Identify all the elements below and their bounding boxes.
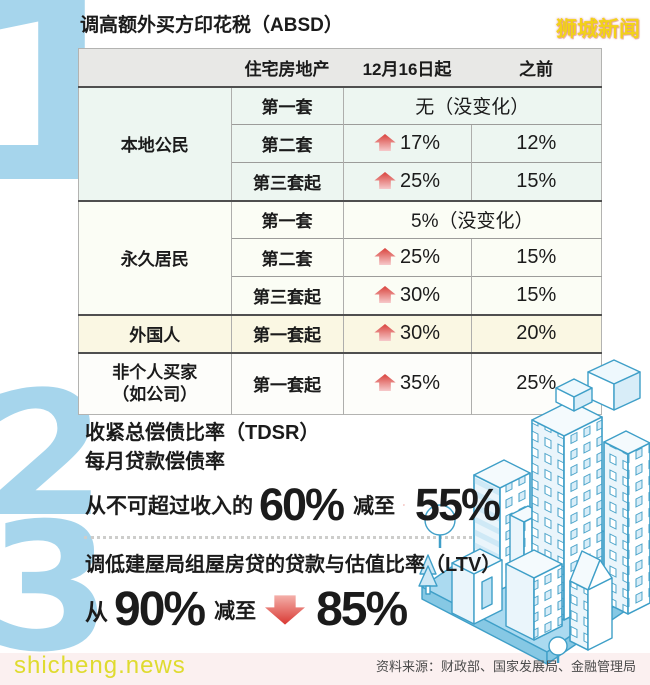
section1-title: 调高额外买方印花税（ABSD） xyxy=(80,15,343,36)
absd-rate-table: 住宅房地产 12月16日起 之前 本地公民 第一套 无（没变化） 第二套 17%… xyxy=(78,48,602,415)
new-rate-value: 25% xyxy=(399,169,441,192)
table-row: 外国人 第一套起 30% 20% xyxy=(78,313,602,353)
dotted-divider xyxy=(84,536,581,539)
section2-prefix: 从不可超过收入的 xyxy=(85,495,253,518)
new-rate-cell: 17% xyxy=(342,124,471,163)
new-rate-value: 17% xyxy=(399,132,441,154)
section2-change-line: 从不可超过收入的 60% 减至 55% xyxy=(85,479,505,531)
unit-cell: 第一套 xyxy=(230,86,343,125)
table-row: 第三套起 30% 15% xyxy=(79,276,602,315)
old-rate-cell: 12% xyxy=(470,124,602,163)
old-rate-cell: 20% xyxy=(470,313,602,353)
col-header-from-dec16: 12月16日起 xyxy=(343,48,471,88)
city-illustration xyxy=(418,359,650,665)
new-rate-value: 25% xyxy=(399,246,441,268)
section2-line1: 收紧总偿债比率（TDSR） xyxy=(85,422,320,444)
section2-line2: 每月贷款偿债率 xyxy=(85,451,225,473)
section3-ltv: 调低建屋局组屋房贷的贷款与估值比率（LTV） 从 90% 减至 85% xyxy=(85,551,555,637)
section2-tdsr: 收紧总偿债比率（TDSR） 每月贷款偿债率 从不可超过收入的 60% 减至 55… xyxy=(85,419,505,531)
new-rate-value: 30% xyxy=(399,283,441,306)
new-rate-value: 30% xyxy=(399,322,441,344)
table-row: 本地公民 第一套 无（没变化） xyxy=(78,86,602,201)
unit-cell: 第二套 xyxy=(230,124,343,163)
old-rate-cell: 15% xyxy=(470,162,602,201)
merged-rate-cell: 无（没变化） xyxy=(342,86,602,125)
table-row: 第二套 25% 15% xyxy=(79,238,602,277)
buyer-foreigner: 外国人 xyxy=(78,313,231,353)
col-header-before: 之前 xyxy=(471,48,602,88)
reduce-label: 减至 xyxy=(353,495,396,518)
up-arrow-icon xyxy=(374,285,396,303)
table-row: 第二套 17% 12% xyxy=(79,124,602,163)
new-rate-cell: 25% xyxy=(342,162,471,201)
old-rate-cell: 15% xyxy=(470,276,602,315)
tdsr-old-value: 60% xyxy=(259,479,345,530)
merged-rate-cell: 5%（没变化） xyxy=(342,199,602,239)
new-rate-cell: 30% xyxy=(342,313,471,353)
up-arrow-icon xyxy=(374,171,396,189)
up-arrow-icon xyxy=(374,374,396,392)
buyer-local-citizen: 本地公民 xyxy=(78,86,231,201)
table-header-row: 住宅房地产 12月16日起 之前 xyxy=(78,48,602,88)
watermark: shicheng.news xyxy=(14,652,186,679)
table-corner-cell xyxy=(78,48,231,88)
table-row: 非个人买家 （如公司） 第一套起 35% 25% xyxy=(78,351,602,415)
section3-line1: 调低建屋局组屋房贷的贷款与估值比率（LTV） xyxy=(85,554,502,576)
unit-cell: 第二套 xyxy=(230,238,343,277)
up-arrow-icon xyxy=(374,134,396,151)
table-row: 永久居民 第一套 5%（没变化） xyxy=(78,199,602,315)
ltv-new-value: 85% xyxy=(316,583,408,636)
up-arrow-icon xyxy=(374,324,396,341)
up-arrow-icon xyxy=(374,248,396,265)
old-rate-cell: 15% xyxy=(470,238,602,277)
reduce-label: 减至 xyxy=(214,599,257,623)
buyer-non-individual: 非个人买家 （如公司） xyxy=(78,351,231,415)
source-text: 资料来源：财政部、国家发展局、金融管理局 xyxy=(375,659,636,674)
unit-cell: 第一套 xyxy=(230,199,343,239)
new-rate-cell: 25% xyxy=(342,238,471,277)
ltv-old-value: 90% xyxy=(114,583,206,636)
table-row: 第三套起 25% 15% xyxy=(79,162,602,201)
unit-cell: 第一套起 xyxy=(230,351,343,415)
buyer-line2: （如公司） xyxy=(112,384,198,404)
new-rate-cell: 35% xyxy=(342,351,471,415)
new-rate-value: 35% xyxy=(399,372,441,395)
unit-cell: 第三套起 xyxy=(230,162,343,201)
publisher-logo: 狮城新闻 xyxy=(556,18,640,41)
cube-icon xyxy=(587,359,641,411)
unit-cell: 第三套起 xyxy=(230,276,343,315)
new-rate-cell: 30% xyxy=(342,276,471,315)
buyer-permanent-resident: 永久居民 xyxy=(78,199,231,315)
section3-prefix: 从 xyxy=(85,598,108,625)
section3-change-line: 从 90% 减至 85% xyxy=(85,582,555,637)
unit-cell: 第一套起 xyxy=(230,313,343,353)
col-header-property: 住宅房地产 xyxy=(231,48,343,88)
down-arrow-icon xyxy=(265,594,306,625)
tdsr-new-value: 55% xyxy=(414,479,501,530)
down-arrow-icon xyxy=(403,504,405,506)
step-number-3: 3 xyxy=(0,485,112,685)
buyer-line1: 非个人买家 xyxy=(112,362,198,382)
